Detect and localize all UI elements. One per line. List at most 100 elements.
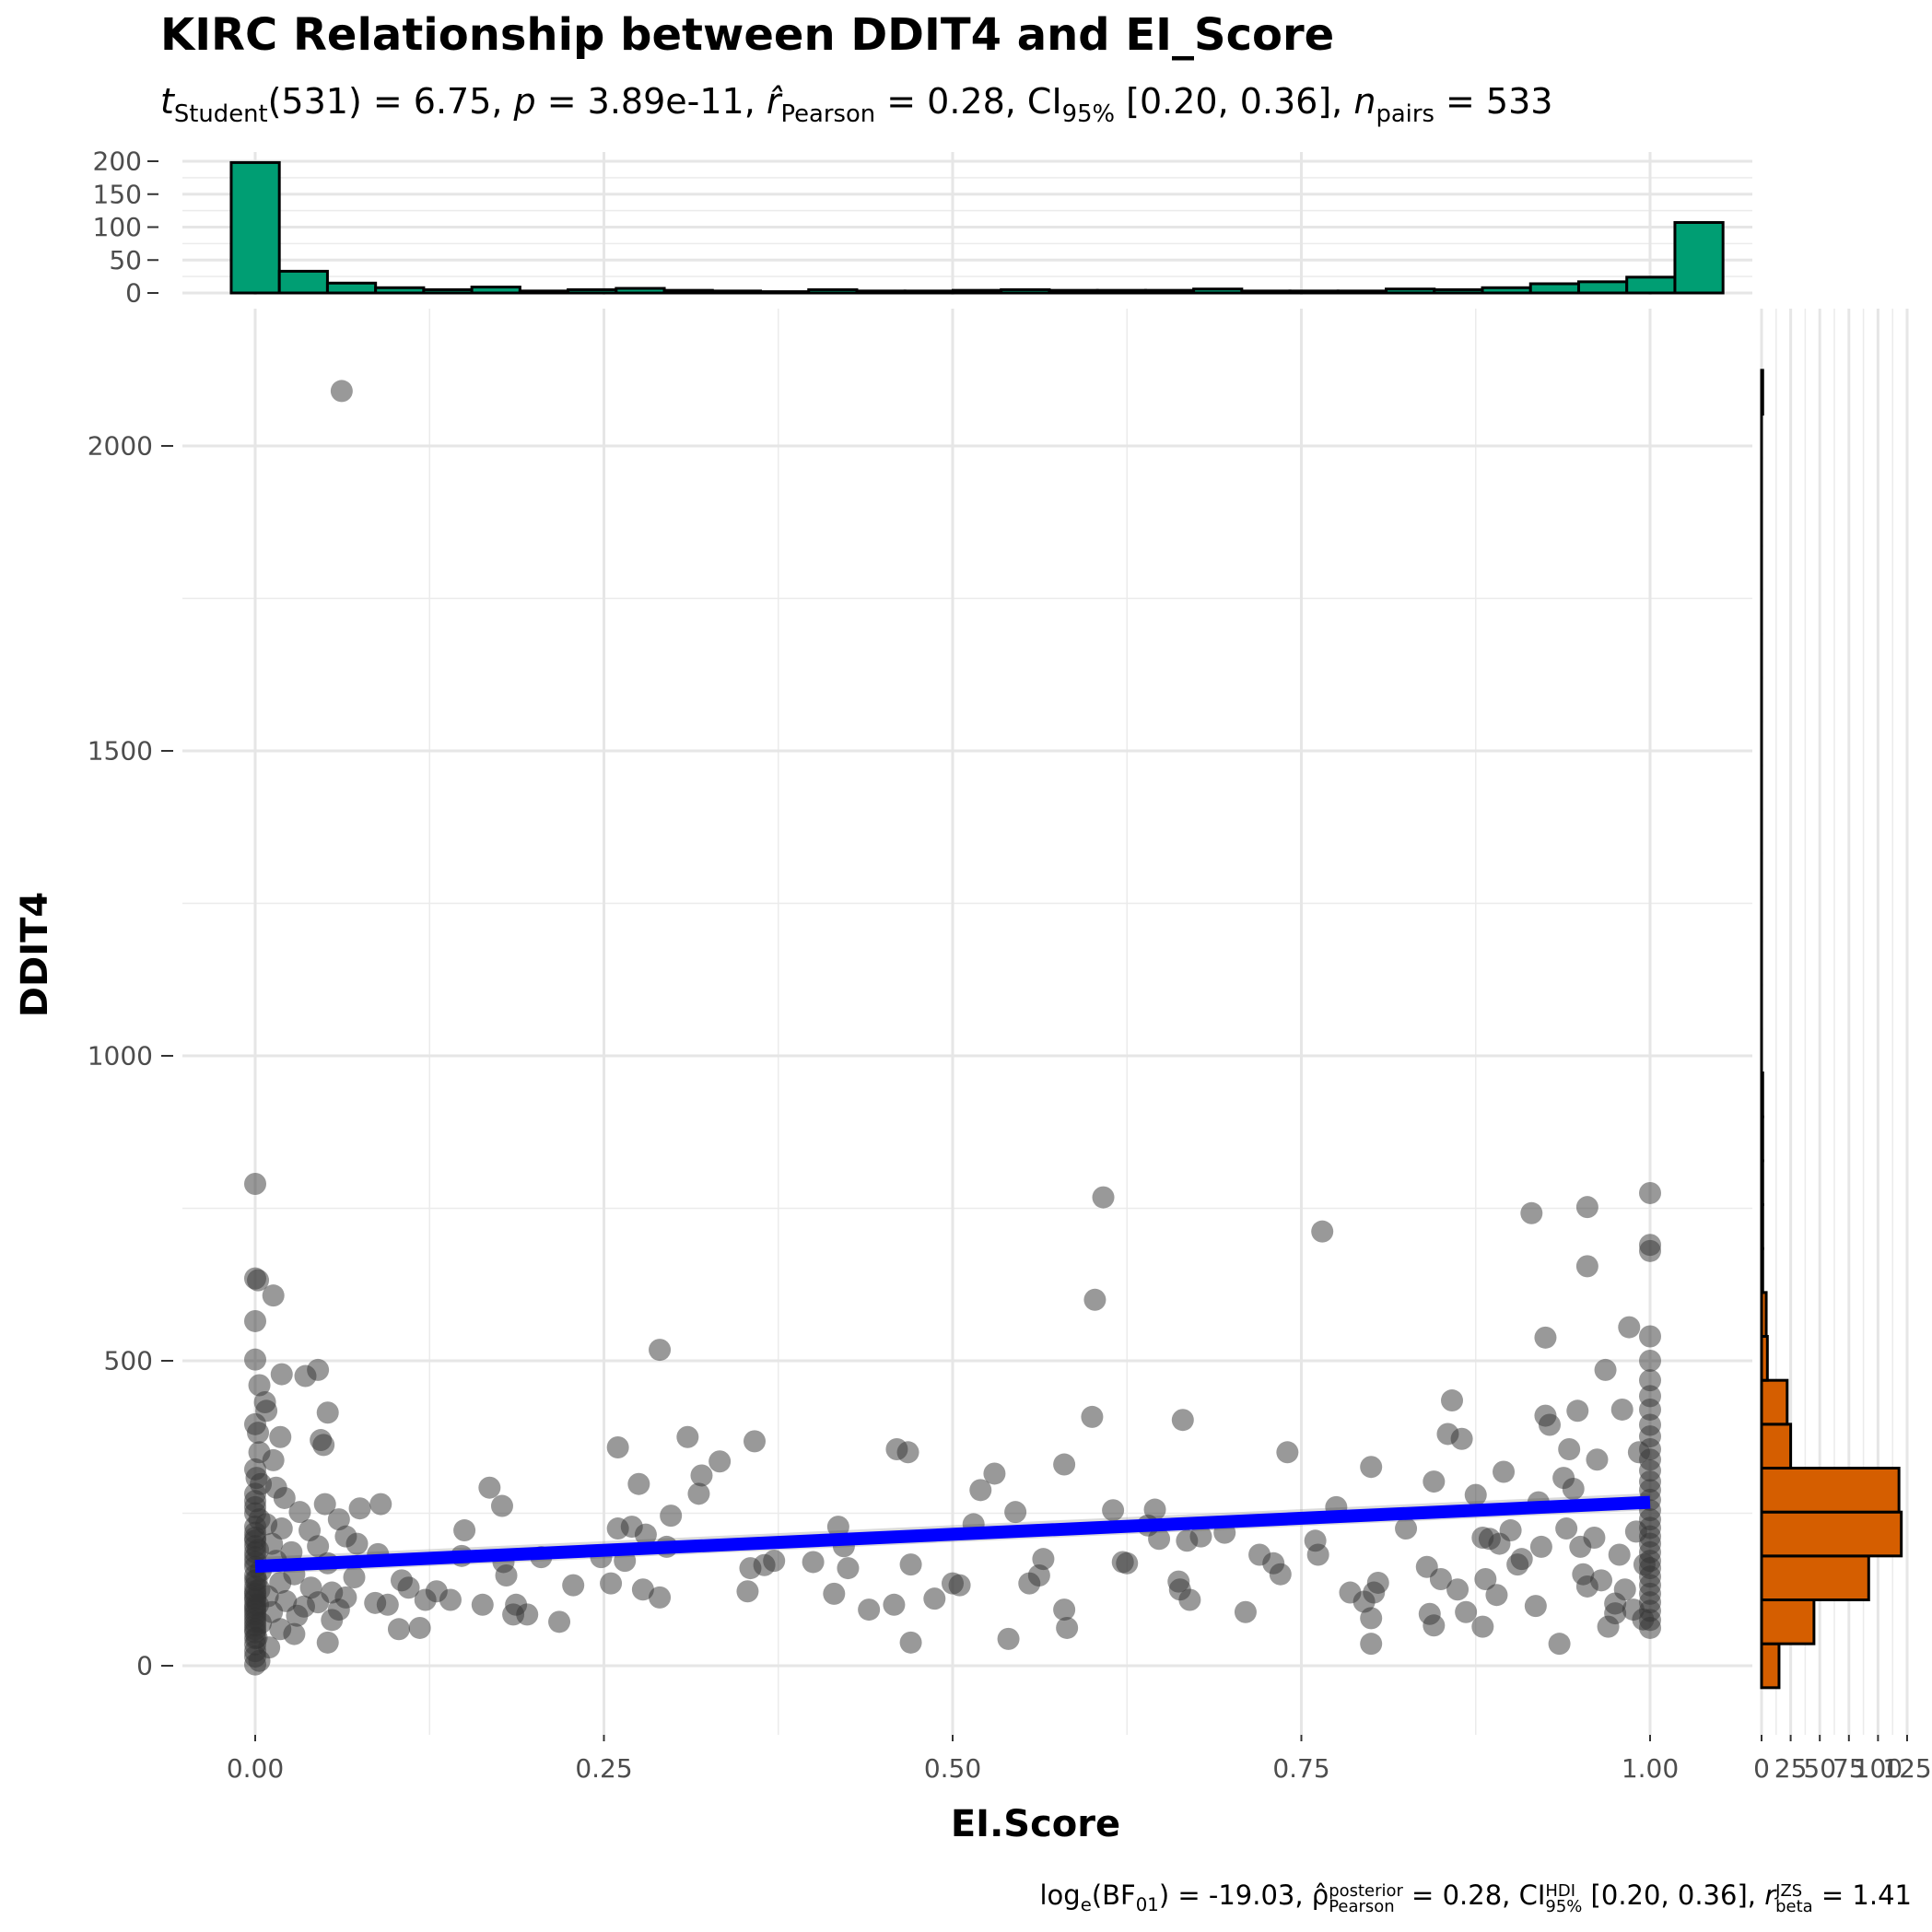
regression-line <box>254 1495 1651 1574</box>
data-point <box>1081 1405 1104 1428</box>
top-hist-bar <box>662 288 714 295</box>
data-point <box>1639 1239 1661 1262</box>
y-axis-title: DDIT4 <box>14 892 56 1017</box>
right-hist-bar <box>1760 1378 1789 1426</box>
data-point <box>1360 1456 1383 1479</box>
top-hist-bar <box>1433 287 1484 295</box>
data-point <box>708 1450 732 1473</box>
top-hist-bar <box>615 287 666 295</box>
data-point <box>1276 1441 1299 1464</box>
data-point <box>1548 1633 1571 1656</box>
data-point <box>316 1631 339 1654</box>
data-point <box>1189 1525 1212 1548</box>
data-point <box>823 1582 846 1605</box>
right-hist-bar <box>1760 1642 1781 1690</box>
data-point <box>858 1598 881 1622</box>
hdi-value: [0.20, 0.36], <box>1582 1879 1765 1911</box>
chart-subtitle: tStudent(531) = 6.75, p = 3.89e-11, r̂Pe… <box>160 81 1552 128</box>
data-point <box>627 1472 650 1495</box>
data-point <box>1613 1578 1636 1601</box>
data-point <box>1053 1598 1076 1622</box>
data-point <box>1639 1616 1661 1639</box>
data-point <box>1446 1578 1469 1601</box>
top-hist-bar <box>1576 280 1629 295</box>
data-point <box>1639 1398 1661 1421</box>
data-point <box>376 1593 399 1616</box>
data-point <box>321 1609 344 1632</box>
data-point <box>744 1430 767 1453</box>
top-hist-bar <box>1528 282 1580 295</box>
data-point <box>660 1505 683 1528</box>
data-point <box>1493 1460 1516 1483</box>
data-point <box>244 1173 266 1196</box>
top-hist-bar <box>325 281 378 295</box>
data-point <box>248 1374 271 1397</box>
right-hist-bar <box>1760 1554 1870 1602</box>
data-point <box>1143 1498 1166 1521</box>
t-subscript: Student <box>173 100 268 129</box>
right-hist-bar <box>1760 1291 1768 1339</box>
top-hist-bar <box>1336 289 1388 295</box>
data-point <box>244 1653 266 1676</box>
data-point <box>1529 1535 1552 1558</box>
top-hist-bar <box>1481 286 1532 295</box>
data-point <box>690 1464 713 1487</box>
data-point <box>244 1627 266 1650</box>
x-tick-label: 0.50 <box>924 1753 981 1784</box>
data-point <box>649 1586 672 1609</box>
top-hist-bar <box>710 289 763 295</box>
data-point <box>408 1616 431 1639</box>
top-hist-bar <box>470 286 521 295</box>
data-points <box>244 380 1661 1676</box>
y-tick-label: 0 <box>136 1651 153 1681</box>
data-point <box>288 1501 311 1524</box>
data-point <box>439 1588 462 1611</box>
data-point <box>283 1622 306 1645</box>
x-tick-label: 1.00 <box>1622 1753 1679 1784</box>
data-point <box>1575 1255 1598 1278</box>
data-point <box>478 1476 501 1499</box>
data-point <box>802 1551 825 1574</box>
data-point <box>562 1574 585 1597</box>
y-tick-label: 1500 <box>88 736 153 767</box>
data-point <box>1639 1325 1661 1348</box>
data-point <box>1639 1369 1661 1392</box>
data-point <box>899 1553 922 1576</box>
data-point <box>471 1593 494 1616</box>
data-point <box>244 1495 266 1518</box>
data-point <box>1586 1448 1609 1471</box>
data-point <box>1306 1543 1329 1566</box>
data-point <box>1485 1584 1508 1607</box>
y-tick-label: 2000 <box>88 431 153 462</box>
data-point <box>269 1425 292 1448</box>
t-value: (531) = 6.75, <box>267 81 514 122</box>
top-hist-bar <box>1095 288 1147 295</box>
data-point <box>1102 1499 1125 1522</box>
top-hist-bar <box>1288 289 1340 295</box>
y-tick-label: 500 <box>104 1346 153 1376</box>
rho-value: = 0.28, CI <box>1402 1879 1546 1911</box>
right-hist-bar <box>1760 1335 1769 1382</box>
top-hist-bar <box>903 289 954 295</box>
data-point <box>606 1436 629 1459</box>
data-point <box>649 1339 672 1362</box>
data-point <box>313 1493 336 1516</box>
rho-scripts: posterior Pearson <box>1329 1882 1403 1914</box>
hdi-superscript: HDI <box>1545 1881 1576 1901</box>
data-point <box>1441 1389 1464 1412</box>
data-point <box>312 1434 335 1457</box>
right-hist-bar <box>1760 1467 1901 1514</box>
top-hist-tick-label: 100 <box>93 212 142 242</box>
right-hist-bar <box>1760 1423 1793 1470</box>
top-hist-bar <box>1673 220 1725 295</box>
rbeta-subscript: beta <box>1775 1897 1813 1917</box>
top-hist-tick-label: 150 <box>93 179 142 209</box>
data-point <box>837 1557 860 1580</box>
data-point <box>1366 1571 1389 1594</box>
data-point <box>369 1493 392 1516</box>
axis-labels: 0.00 0.25 0.50 0.75 1.00 0 500 1000 1500 2000 <box>88 431 1679 1784</box>
data-point <box>1520 1201 1543 1224</box>
top-hist-tick-label: 200 <box>93 146 142 177</box>
rbeta-scripts: JZS beta <box>1775 1882 1813 1917</box>
